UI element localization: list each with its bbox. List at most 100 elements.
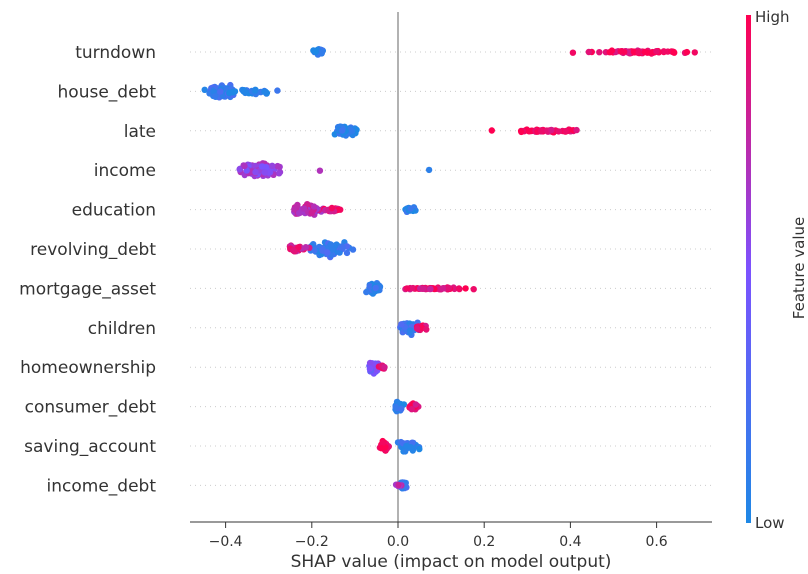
shap-point-turndown <box>691 49 698 56</box>
shap-point-turndown <box>318 49 326 56</box>
x-tick-label: 0.0 <box>387 534 409 550</box>
shap-points <box>201 46 698 492</box>
shap-point-saving_account <box>402 448 409 455</box>
shap-point-house_debt <box>210 88 217 95</box>
x-tick-label: −0.2 <box>295 534 329 550</box>
shap-point-revolving_debt <box>329 246 336 253</box>
shap-point-consumer_debt <box>412 401 419 408</box>
shap-point-saving_account <box>378 445 385 452</box>
shap-point-children <box>413 325 421 332</box>
shap-point-education <box>328 204 336 212</box>
shap-point-saving_account <box>407 444 414 451</box>
shap-point-mortgage_asset <box>363 288 370 296</box>
shap-point-consumer_debt <box>408 406 415 413</box>
shap-point-turndown <box>653 48 660 55</box>
shap-point-income <box>241 162 248 170</box>
shap-point-house_debt <box>229 88 236 96</box>
shap-point-mortgage_asset <box>427 285 434 293</box>
x-tick-label: −0.4 <box>209 534 243 550</box>
shap-point-turndown <box>312 48 319 55</box>
shap-point-saving_account <box>416 445 423 453</box>
shap-point-income <box>236 166 243 173</box>
shap-point-turndown <box>617 48 624 55</box>
shap-point-house_debt <box>212 93 219 100</box>
feature-label-house_debt: house_debt <box>58 82 157 102</box>
shap-point-revolving_debt <box>295 244 302 251</box>
shap-point-revolving_debt <box>311 247 318 254</box>
shap-point-mortgage_asset <box>439 285 446 292</box>
shap-point-house_debt <box>201 86 208 94</box>
shap-point-late <box>537 127 545 135</box>
shap-point-income <box>275 170 283 177</box>
shap-point-turndown <box>660 48 667 55</box>
shap-point-education <box>291 206 298 213</box>
shap-point-turndown <box>585 48 592 56</box>
shap-point-house_debt <box>274 87 281 94</box>
shap-point-late <box>339 127 346 134</box>
colorbar-low-label: Low <box>755 514 785 532</box>
shap-point-revolving_debt <box>290 247 297 254</box>
shap-point-saving_account <box>379 439 387 447</box>
feature-label-income: income <box>94 161 156 181</box>
feature-label-education: education <box>72 201 156 221</box>
shap-point-turndown <box>670 48 677 56</box>
shap-point-revolving_debt <box>343 249 351 257</box>
shap-point-turndown <box>635 49 642 56</box>
shap-point-turndown <box>596 49 603 56</box>
shap-point-late <box>548 126 555 134</box>
shap-point-mortgage_asset <box>456 285 463 293</box>
shap-point-revolving_debt <box>324 249 331 256</box>
shap-point-house_debt <box>261 88 268 95</box>
feature-label-income_debt: income_debt <box>47 476 157 496</box>
x-axis-title: SHAP value (impact on model output) <box>291 552 612 572</box>
shap-point-children <box>398 321 405 328</box>
shap-point-turndown <box>641 48 648 56</box>
shap-point-education <box>308 209 315 216</box>
x-tick-label: 0.4 <box>559 534 581 550</box>
shap-point-education <box>310 203 318 210</box>
shap-point-late <box>488 127 495 134</box>
shap-point-turndown <box>608 47 616 54</box>
shap-point-income_debt <box>395 481 402 489</box>
colorbar-high-label: High <box>755 8 789 26</box>
x-tick-label: 0.6 <box>645 534 667 550</box>
shap-point-education <box>407 205 414 212</box>
shap-point-homeownership <box>366 365 374 372</box>
shap-point-revolving_debt <box>319 247 326 254</box>
shap-point-education <box>294 201 301 209</box>
shap-point-house_debt <box>217 88 224 95</box>
shap-point-education <box>301 205 308 212</box>
shap-point-income <box>316 167 324 174</box>
shap-point-mortgage_asset <box>462 285 469 292</box>
shap-point-revolving_debt <box>339 244 347 252</box>
x-tick-label: 0.2 <box>473 534 495 550</box>
shap-point-mortgage_asset <box>366 282 374 290</box>
shap-point-children <box>407 327 414 334</box>
feature-label-mortgage_asset: mortgage_asset <box>19 279 156 299</box>
shap-point-house_debt <box>252 86 259 94</box>
colorbar <box>746 15 751 523</box>
shap-point-mortgage_asset <box>403 285 411 292</box>
shap-point-consumer_debt <box>392 403 399 411</box>
feature-label-turndown: turndown <box>75 43 156 63</box>
shap-point-income <box>259 163 266 170</box>
shap-point-mortgage_asset <box>372 284 379 292</box>
shap-point-late <box>555 128 562 135</box>
shap-point-children <box>423 326 430 333</box>
shap-point-revolving_debt <box>336 249 343 256</box>
shap-point-mortgage_asset <box>445 284 453 292</box>
shap-point-income <box>425 166 433 174</box>
shap-point-late <box>331 131 338 138</box>
shap-point-mortgage_asset <box>470 286 477 293</box>
shap-point-house_debt <box>241 88 249 95</box>
feature-label-revolving_debt: revolving_debt <box>30 240 156 260</box>
shap-point-income <box>261 169 268 176</box>
shap-point-turndown <box>683 48 691 56</box>
shap-point-revolving_debt <box>327 241 334 248</box>
shap-point-late <box>518 128 525 136</box>
shap-point-income <box>269 162 276 169</box>
shap-point-homeownership <box>381 363 388 371</box>
